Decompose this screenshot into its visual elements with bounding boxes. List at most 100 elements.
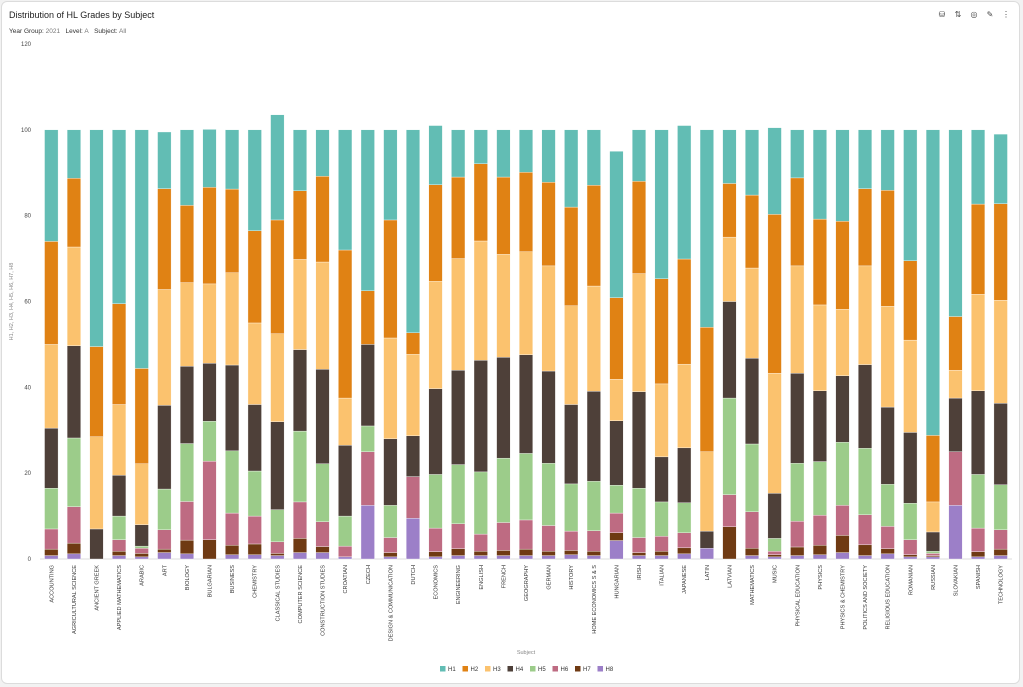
bar-segment-h4 [247, 404, 262, 472]
bar-segment-h5 [270, 509, 285, 543]
bar-segment-h6 [270, 541, 285, 554]
bar-segment-h4 [315, 369, 330, 464]
category-label: BIOLOGY [185, 565, 191, 590]
bar-segment-h6 [835, 505, 850, 536]
bar-segment-h6 [903, 539, 918, 555]
bar-segment-h6 [247, 515, 262, 545]
category-label: ECONOMICS [434, 565, 440, 600]
bar-segment-h3 [89, 436, 104, 530]
bar-segment-h1 [745, 129, 760, 196]
bar-segment-h7 [134, 553, 149, 558]
bar-segment-h3 [993, 300, 1008, 404]
category-label: CLASSICAL STUDIES [275, 565, 281, 622]
bar-segment-h2 [428, 184, 443, 282]
category-label: AGRICULTURAL SCIENCE [72, 565, 78, 634]
bar-segment-h2 [767, 214, 782, 374]
bar-segment-h8 [586, 555, 601, 560]
bar-segment-h4 [473, 360, 488, 473]
bar-segment-h7 [451, 548, 466, 556]
bar-segment-h5 [745, 443, 760, 512]
bar-segment-h5 [541, 463, 556, 526]
bar-segment-h4 [654, 456, 669, 503]
legend-swatch-h4 [507, 666, 513, 672]
more-icon[interactable]: ⋮ [1002, 9, 1010, 19]
bar-segment-h8 [632, 555, 646, 560]
bar-segment-h7 [677, 547, 692, 555]
bar-segment-h3 [270, 333, 285, 422]
category-label: CONSTRUCTION STUDIES [321, 565, 327, 636]
bar-segment-h2 [89, 346, 104, 437]
bar-segment-h2 [496, 176, 511, 255]
bar-segment-h1 [609, 151, 624, 298]
legend-label-h1: H1 [448, 667, 456, 673]
bar-segment-h8 [835, 552, 850, 560]
category-label: ROMANIAN [908, 565, 914, 595]
bar-segment-h1 [880, 129, 895, 191]
bar-segment-h5 [112, 515, 127, 540]
bar-segment-h7 [519, 548, 533, 556]
bar-segment-h5 [383, 505, 398, 538]
legend-swatch-h5 [530, 666, 536, 672]
bar-segment-h1 [338, 129, 353, 251]
bar-segment-h6 [790, 521, 805, 548]
bar-segment-h7 [632, 552, 646, 556]
bar-segment-h7 [745, 548, 760, 556]
bar-segment-h4 [767, 493, 782, 539]
category-label: ART [162, 564, 168, 576]
bar-segment-h3 [632, 273, 646, 392]
bar-segment-h8 [699, 548, 714, 560]
bar-segment-h3 [722, 236, 737, 302]
bar-segment-h5 [812, 461, 827, 516]
bar-segment-h6 [993, 529, 1008, 550]
pin-icon[interactable]: ✎ [986, 9, 994, 19]
target-icon[interactable]: ◎ [970, 9, 978, 19]
bar-segment-h5 [157, 488, 172, 530]
legend-label-h5: H5 [538, 667, 546, 673]
bar-segment-h6 [722, 494, 737, 527]
bar-segment-h5 [202, 421, 217, 462]
y-tick-label: 20 [24, 471, 31, 477]
bar-segment-h6 [44, 528, 59, 550]
legend-swatch-h6 [552, 666, 558, 672]
bar-segment-h1 [179, 129, 194, 206]
bar-segment-h2 [112, 303, 127, 405]
y-tick-label: 60 [24, 300, 31, 306]
category-label: HISTORY [569, 565, 575, 590]
bar-segment-h6 [202, 460, 217, 540]
bar-segment-h7 [767, 554, 782, 558]
y-tick-label: 100 [21, 128, 32, 134]
sort-icon[interactable]: ⇅ [954, 9, 962, 19]
bar-segment-h5 [632, 488, 646, 538]
bar-segment-h5 [179, 443, 194, 502]
bar-segment-h3 [609, 379, 624, 421]
bar-segment-h7 [44, 548, 59, 556]
category-label: MATHEMATICS [750, 565, 756, 605]
database-icon[interactable]: ⛁ [938, 9, 946, 19]
bar-segment-h6 [383, 537, 398, 553]
bar-segment-h7 [835, 535, 850, 553]
bar-segment-h4 [812, 390, 827, 462]
filter-year-value: 2021 [45, 28, 61, 35]
bar-segment-h3 [564, 305, 579, 405]
bar-segment-h5 [338, 515, 353, 547]
bar-segment-h5 [654, 501, 669, 537]
bar-segment-h2 [880, 190, 895, 307]
filter-level-key: Level: [65, 28, 83, 35]
bar-segment-h4 [858, 364, 873, 449]
bar-segment-h1 [632, 129, 646, 182]
bar-segment-h2 [812, 218, 827, 306]
bar-segment-h5 [564, 483, 579, 532]
bar-segment-h8 [157, 552, 172, 560]
bar-segment-h7 [383, 552, 398, 558]
bar-segment-h6 [179, 501, 194, 541]
bar-segment-h4 [880, 406, 895, 485]
bar-segment-h2 [519, 172, 533, 252]
filter-subject-key: Subject: [94, 28, 118, 35]
category-label: DESIGN & COMMUNICATION [388, 565, 394, 641]
bar-segment-h3 [677, 363, 692, 449]
legend-label-h8: H8 [606, 667, 614, 673]
bar-segment-h3 [157, 289, 172, 406]
bar-segment-h1 [677, 125, 692, 260]
bar-segment-h1 [654, 129, 669, 279]
bar-segment-h6 [338, 545, 353, 558]
